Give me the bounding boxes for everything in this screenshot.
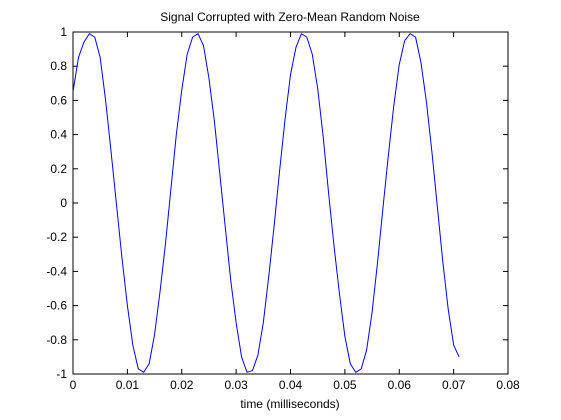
x-tick-label: 0.07 <box>442 378 466 392</box>
y-tick-label: 0.6 <box>50 93 67 107</box>
x-tick-label: 0.06 <box>388 378 412 392</box>
y-tick-label: -0.6 <box>46 299 67 313</box>
x-tick-label: 0 <box>70 378 77 392</box>
x-tick-label: 0.02 <box>170 378 194 392</box>
x-tick-label: 0.03 <box>224 378 248 392</box>
x-tick-label: 0.08 <box>496 378 520 392</box>
x-tick-label: 0.05 <box>333 378 357 392</box>
y-tick-label: -0.4 <box>46 264 67 278</box>
series-line-0 <box>72 33 460 373</box>
plot-area <box>72 31 509 375</box>
y-tick-label: -1 <box>56 367 67 381</box>
y-tick-label: 1 <box>60 25 67 39</box>
x-axis-ticks: 0 0.01 0.02 0.03 0.04 0.05 0.06 0.07 0.08 <box>70 32 520 392</box>
y-tick-label: 0.8 <box>50 59 67 73</box>
y-tick-label: -0.2 <box>46 230 67 244</box>
y-axis-ticks: 1 0.8 0.6 0.4 0.2 0 -0.2 -0.4 -0.6 -0.8 -1 <box>46 25 508 381</box>
x-tick-label: 0.01 <box>116 378 140 392</box>
series-layer <box>72 33 460 373</box>
y-tick-label: -0.8 <box>46 333 67 347</box>
x-axis-label: time (milliseconds) <box>240 397 339 411</box>
y-tick-label: 0.2 <box>50 162 67 176</box>
y-tick-label: 0 <box>60 196 67 210</box>
chart-title: Signal Corrupted with Zero-Mean Random N… <box>160 10 420 24</box>
y-tick-label: 0.4 <box>50 128 67 142</box>
x-tick-label: 0.04 <box>279 378 303 392</box>
